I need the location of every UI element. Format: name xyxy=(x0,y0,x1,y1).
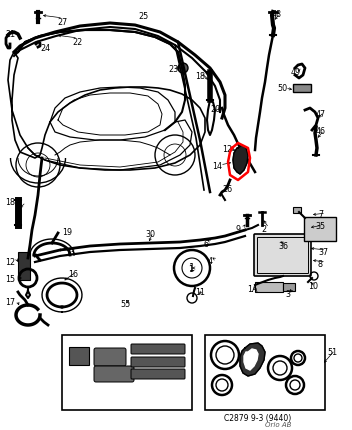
FancyBboxPatch shape xyxy=(62,335,192,410)
Text: 48: 48 xyxy=(272,10,282,19)
Text: 18: 18 xyxy=(5,198,15,207)
Text: 27: 27 xyxy=(57,18,67,27)
Text: Orio AB: Orio AB xyxy=(265,422,291,428)
FancyBboxPatch shape xyxy=(94,366,134,382)
FancyBboxPatch shape xyxy=(254,234,311,276)
Text: 16: 16 xyxy=(68,270,78,279)
Text: 4: 4 xyxy=(208,257,213,266)
Text: 8: 8 xyxy=(318,260,323,269)
Text: 1A: 1A xyxy=(247,285,258,294)
Text: 1: 1 xyxy=(188,265,193,274)
FancyBboxPatch shape xyxy=(131,369,185,379)
Text: 25: 25 xyxy=(138,12,148,21)
Text: 24: 24 xyxy=(40,44,50,53)
Text: 17: 17 xyxy=(5,298,15,307)
Text: 7: 7 xyxy=(318,210,323,219)
Text: 36: 36 xyxy=(278,242,288,251)
Polygon shape xyxy=(240,343,265,376)
Bar xyxy=(293,207,301,213)
Text: 19: 19 xyxy=(62,228,72,237)
Text: 1: 1 xyxy=(189,263,195,273)
Text: 30: 30 xyxy=(145,230,155,239)
Text: 51: 51 xyxy=(327,348,337,357)
Text: 15: 15 xyxy=(5,275,15,284)
Bar xyxy=(18,252,30,280)
Polygon shape xyxy=(244,349,258,370)
Bar xyxy=(293,84,311,92)
FancyBboxPatch shape xyxy=(304,217,336,241)
Text: C2879 9-3 (9440): C2879 9-3 (9440) xyxy=(224,414,291,423)
Polygon shape xyxy=(233,145,248,174)
Text: 10: 10 xyxy=(308,282,318,291)
Text: 12: 12 xyxy=(5,258,15,267)
FancyBboxPatch shape xyxy=(131,357,185,367)
Text: 50: 50 xyxy=(277,84,287,93)
Text: 11: 11 xyxy=(195,288,205,297)
Text: 6: 6 xyxy=(203,240,208,249)
Text: 26: 26 xyxy=(222,185,232,194)
Text: 23: 23 xyxy=(168,65,178,74)
Text: 20: 20 xyxy=(210,105,220,114)
FancyBboxPatch shape xyxy=(69,347,89,365)
Text: 12: 12 xyxy=(222,145,232,154)
Bar xyxy=(255,282,283,292)
FancyBboxPatch shape xyxy=(94,348,126,366)
FancyBboxPatch shape xyxy=(205,335,325,410)
Text: 14: 14 xyxy=(212,162,222,171)
Text: 9: 9 xyxy=(235,225,240,234)
Text: 3: 3 xyxy=(285,290,290,299)
Text: 47: 47 xyxy=(316,110,326,119)
Text: 21: 21 xyxy=(5,30,15,39)
Text: 37: 37 xyxy=(318,248,328,257)
Text: 46: 46 xyxy=(316,127,326,136)
FancyBboxPatch shape xyxy=(131,344,185,354)
Text: 35: 35 xyxy=(315,222,325,231)
Text: 49: 49 xyxy=(291,68,301,77)
Text: 55: 55 xyxy=(120,300,130,309)
Text: 2: 2 xyxy=(261,225,266,234)
Text: 13: 13 xyxy=(65,248,75,257)
Text: 18: 18 xyxy=(195,72,205,81)
Circle shape xyxy=(178,63,188,73)
Text: 22: 22 xyxy=(72,38,82,47)
Bar xyxy=(283,283,295,291)
